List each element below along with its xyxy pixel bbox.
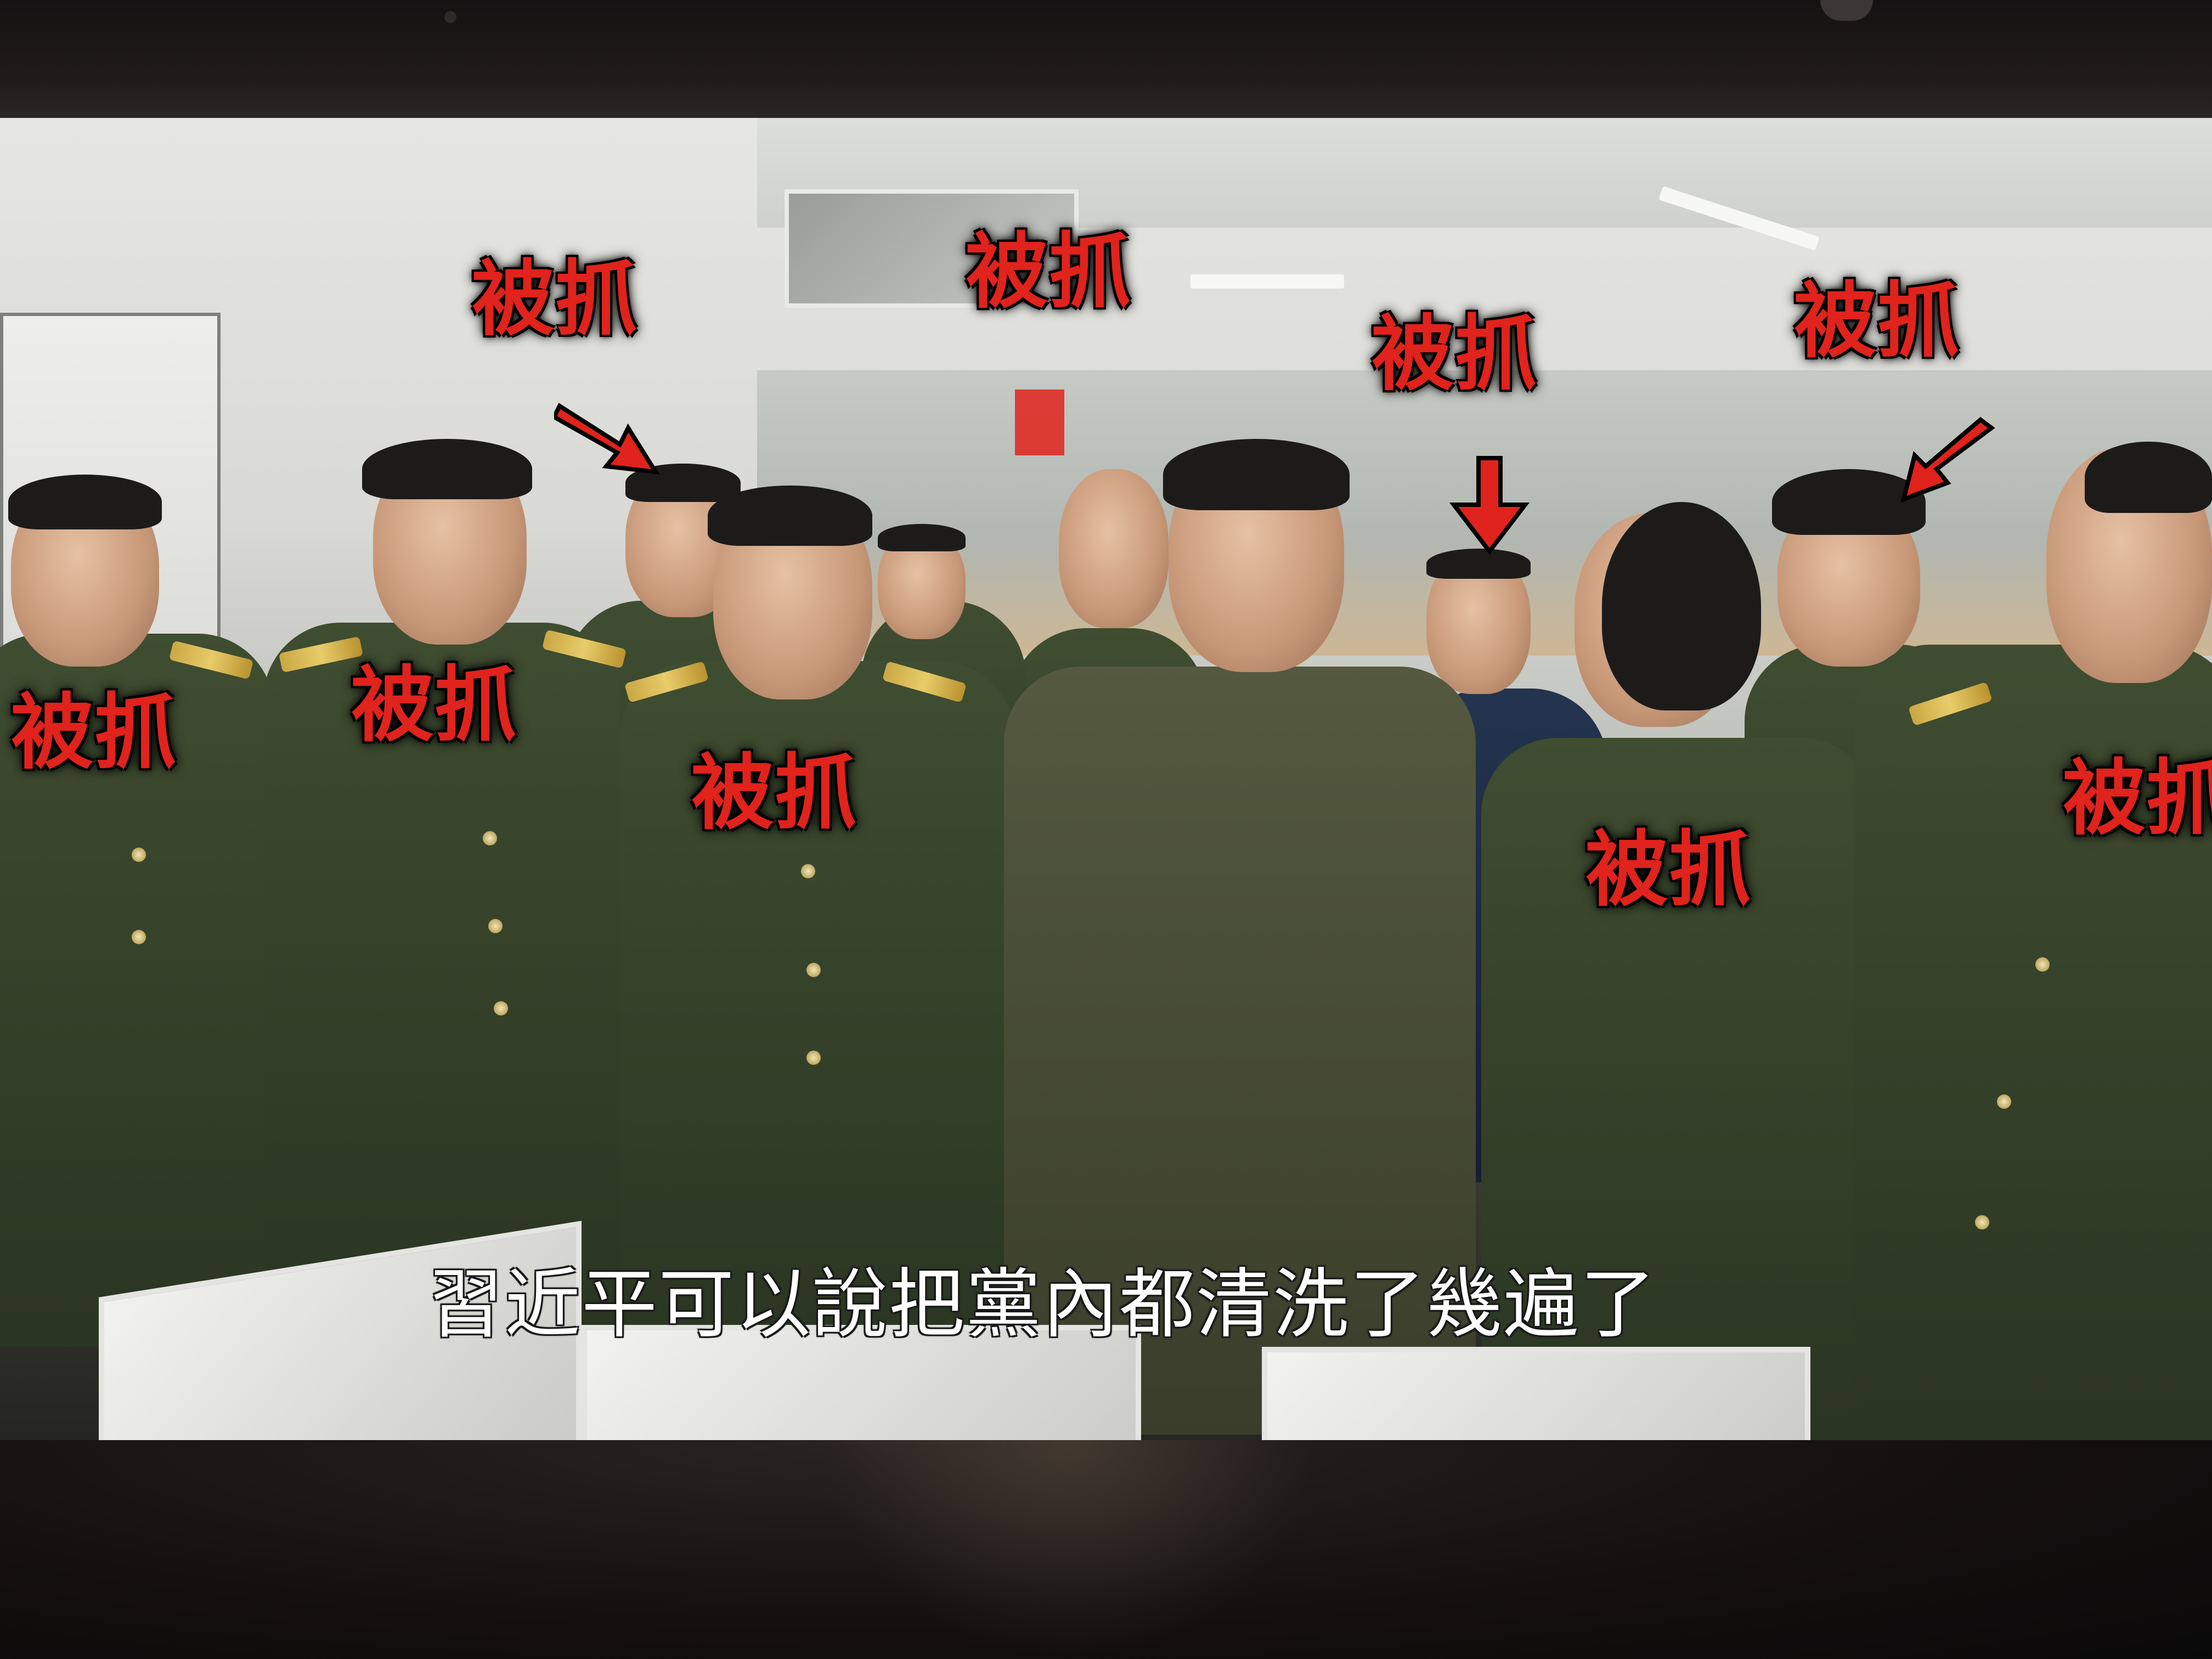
- foreground-desk: [582, 1325, 1141, 1440]
- label-caught: 被抓: [1794, 273, 1961, 369]
- screen-reflection: [823, 1440, 1317, 1659]
- label-caught: 被抓: [966, 223, 1133, 320]
- label-caught: 被抓: [1372, 306, 1539, 402]
- red-arrow-icon: [1900, 417, 1995, 503]
- foreground-monitor-right: [1262, 1347, 1810, 1440]
- red-arrow-icon: [1015, 390, 1064, 455]
- label-caught: 被抓: [1585, 821, 1753, 918]
- monitor-bezel-top: [0, 0, 2212, 118]
- label-caught: 被抓: [472, 251, 639, 347]
- label-caught: 被抓: [11, 684, 178, 781]
- video-subtitle: 習近平可以說把黨內都清洗了幾遍了: [428, 1260, 1657, 1348]
- label-caught: 被抓: [351, 657, 518, 753]
- video-frame: [0, 118, 2212, 1440]
- label-caught: 被抓: [691, 744, 859, 841]
- red-arrow-icon: [554, 403, 660, 475]
- label-caught: 被抓: [2063, 750, 2212, 847]
- monitor-bezel-bottom: [0, 1440, 2212, 1659]
- ceiling-light: [1190, 274, 1344, 289]
- background-window: [785, 189, 1079, 308]
- red-arrow-icon: [1449, 456, 1530, 554]
- bezel-dot: [444, 11, 456, 23]
